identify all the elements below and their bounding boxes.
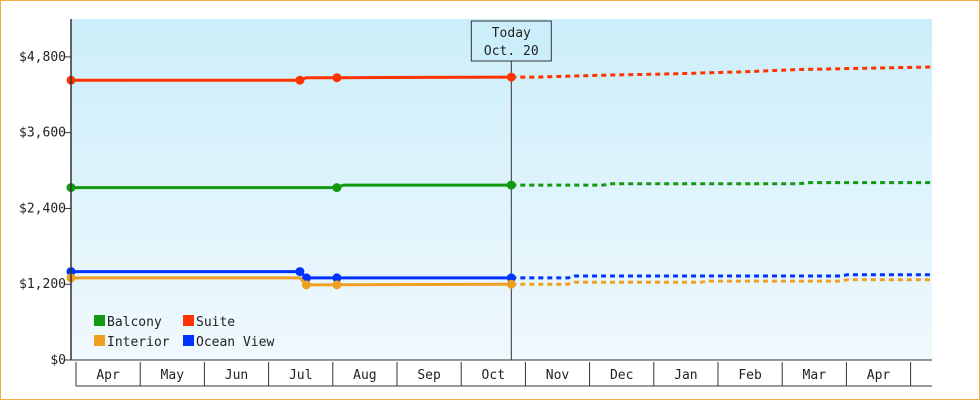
month-label: Dec [610,368,633,383]
y-tick-label: $2,400 [19,201,66,216]
axes [70,19,932,361]
interior-forecast-line [511,278,932,286]
y-tick-label: $1,200 [19,277,66,292]
ocean-view-price-point [332,273,342,283]
balcony-price-point [332,183,342,193]
x-axis-months: Apr May Jun Jul Aug Sep Oct Nov Dec Jan Feb Mar Apr [75,362,932,387]
month-label: Apr [96,368,120,383]
month-label: Jan [674,368,697,383]
today-label-title: Today [492,26,531,41]
month-label: Apr [867,368,891,383]
month-label: Jul [289,368,312,383]
legend-label-interior: Interior [107,335,170,350]
suite-price-point [506,72,516,82]
legend-swatch-suite [183,315,194,326]
interior-history-line [71,276,512,287]
month-label: May [161,368,185,383]
suite-price-point [332,73,342,83]
month-label: Oct [482,368,505,383]
suite-price-point [295,75,305,85]
legend-label-balcony: Balcony [107,315,162,330]
ocean-view-history-line [71,270,512,280]
interior-price-point [301,280,311,290]
series-lines [66,65,933,290]
interior-price-point [506,279,516,289]
ocean-view-price-point [506,273,516,283]
today-label-box [470,20,552,62]
ocean-view-forecast-line [511,273,932,280]
month-label: Jun [225,368,248,383]
legend-swatch-balcony [94,315,105,326]
y-tick-label: $0 [50,353,66,368]
balcony-forecast-line [511,181,932,187]
balcony-price-point [506,180,516,190]
legend-label-suite: Suite [196,315,235,330]
suite-history-line [71,75,512,82]
interior-price-point [332,280,342,290]
y-axis-ticks: $0 $1,200 $2,400 $3,600 $4,800 [19,50,71,368]
month-label: Nov [546,368,570,383]
legend-swatch-ocean-view [183,335,194,346]
today-label-date: Oct. 20 [484,44,539,59]
y-tick-label: $4,800 [19,50,66,65]
month-label: Aug [353,368,376,383]
today-marker: Today Oct. 20 [470,20,552,360]
y-tick-label: $3,600 [19,126,66,141]
month-label: Feb [738,368,762,383]
month-label: Mar [803,368,827,383]
ocean-view-price-point [295,267,305,277]
legend-label-ocean-view: Ocean View [196,335,274,350]
ocean-view-price-point [301,273,311,283]
legend-swatch-interior [94,335,105,346]
legend: Balcony Suite Interior Ocean View [94,315,274,350]
month-label: Sep [417,368,441,383]
